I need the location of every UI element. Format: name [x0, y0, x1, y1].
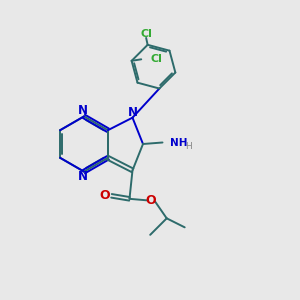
Text: Cl: Cl: [150, 54, 162, 64]
Text: H: H: [185, 142, 192, 151]
Text: N: N: [77, 104, 88, 118]
Text: O: O: [146, 194, 156, 207]
Text: Cl: Cl: [140, 29, 152, 39]
Text: NH: NH: [170, 137, 188, 148]
Text: N: N: [77, 170, 88, 184]
Text: O: O: [99, 189, 110, 202]
Text: N: N: [128, 106, 137, 119]
